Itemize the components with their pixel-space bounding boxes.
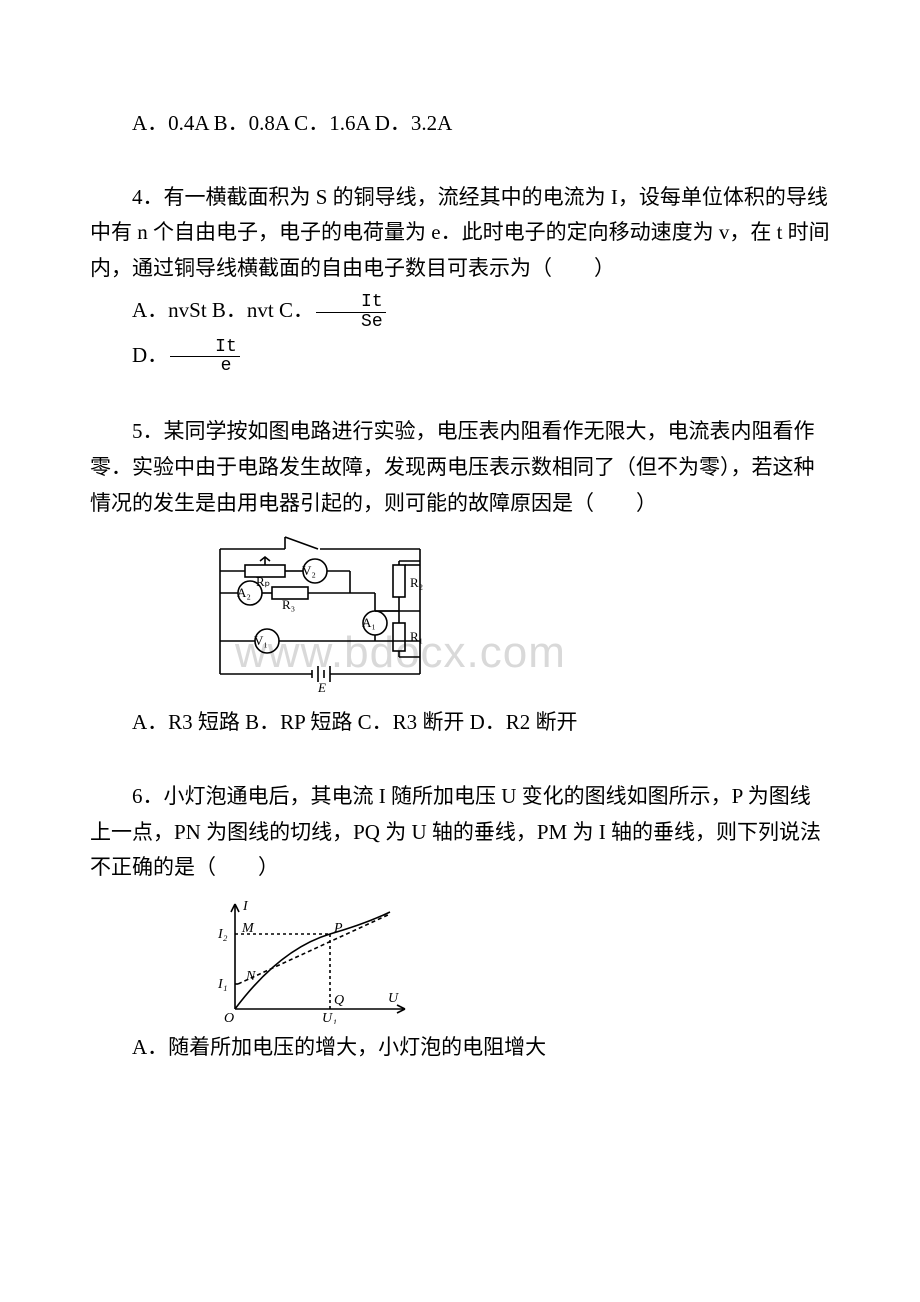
q4-optAB-C-pre: A．nvSt B．nvt C． [132,298,314,322]
q6-xlabel: U [388,991,399,1006]
q4: 4．有一横截面积为 S 的铜导线，流经其中的电流为 I，设每单位体积的导线中有 … [90,180,830,377]
q4-stem: 4．有一横截面积为 S 的铜导线，流经其中的电流为 I，设每单位体积的导线中有 … [90,180,830,287]
q5-options: A．R3 短路 B．RP 短路 C．R3 断开 D．R2 断开 [90,705,830,741]
q5-stem: 5．某同学按如图电路进行实验，电压表内阻看作无限大，电流表内阻看作零．实验中由于… [90,414,830,521]
q6-P: P [333,921,343,936]
q4-fracD-den: e [170,357,240,376]
q3-options: A．0.4A B．0.8A C．1.6A D．3.2A [90,106,830,142]
q6-I1: I₁ [217,977,228,992]
q5-label-R3: R₃ [282,597,295,612]
q6-graph: I U I₂ I₁ M N P Q O U₁ [210,894,830,1024]
q6: 6．小灯泡通电后，其电流 I 随所加电压 U 变化的图线如图所示，P 为图线上一… [90,779,830,1066]
q6-ylabel: I [242,899,249,914]
q4-optD-pre: D． [132,343,168,367]
q4-options-line1: A．nvSt B．nvt C．ItSe [90,293,830,332]
q5: 5．某同学按如图电路进行实验，电压表内阻看作无限大，电流表内阻看作零．实验中由于… [90,414,830,741]
q6-U1: U₁ [322,1011,337,1024]
q5-circuit: Rₚ V₂ R₂ A₂ R₃ A₁ V₁ R₁ E [210,529,830,699]
q5-label-R2: R₂ [410,575,423,590]
q6-stem: 6．小灯泡通电后，其电流 I 随所加电压 U 变化的图线如图所示，P 为图线上一… [90,779,830,886]
q5-label-A2: A₂ [237,585,251,600]
q5-label-R1: R₁ [410,629,423,644]
q5-label-V2: V₂ [302,563,316,578]
q4-fracC-den: Se [316,313,386,332]
q4-fracD-num: It [170,338,240,358]
q5-label-Rp: Rₚ [256,574,270,589]
q3-options-block: A．0.4A B．0.8A C．1.6A D．3.2A [90,106,830,142]
q4-fracD: Ite [170,338,240,377]
q6-I2: I₂ [217,927,228,942]
q6-N: N [245,969,256,984]
q5-label-A1: A₁ [362,615,376,630]
q5-label-E: E [317,680,326,695]
q4-fracC-num: It [316,293,386,313]
q6-O: O [224,1011,234,1024]
q5-label-V1: V₁ [254,633,268,648]
q4-options-line2: D．Ite [90,338,830,377]
q4-fracC: ItSe [316,293,386,332]
q6-optA: A．随着所加电压的增大，小灯泡的电阻增大 [90,1030,830,1066]
q6-Q: Q [334,993,344,1008]
q6-M: M [241,921,255,936]
